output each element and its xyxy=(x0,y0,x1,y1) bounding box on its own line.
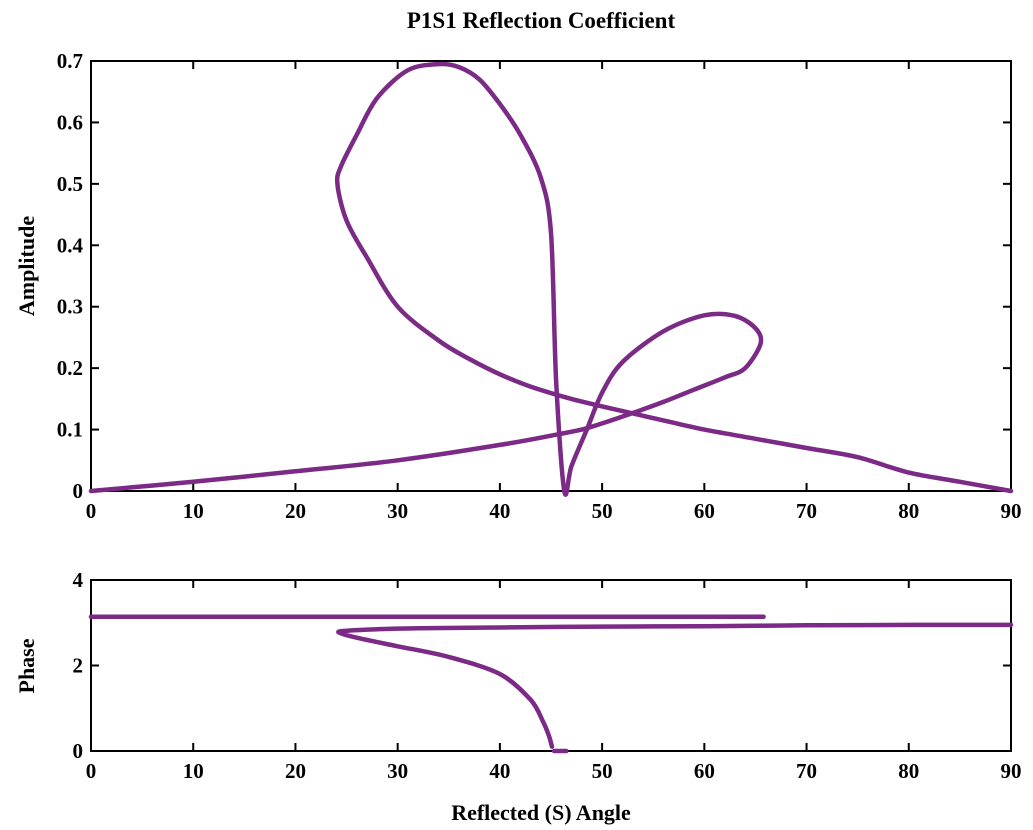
phase-ticks: 0 10 20 30 40 50 60 70 80 90 0 2 4 xyxy=(73,568,1022,783)
amplitude-ytick-label: 0.5 xyxy=(57,172,83,196)
amplitude-curves xyxy=(88,61,1014,497)
phase-curves xyxy=(88,614,1014,754)
amplitude-xtick-label: 10 xyxy=(183,499,204,523)
phase-plot-frame xyxy=(90,579,1012,752)
amplitude-xtick-label: 90 xyxy=(1001,499,1022,523)
amplitude-xtick-label: 30 xyxy=(387,499,408,523)
phase-ytick-label: 4 xyxy=(73,568,84,592)
amplitude-ytick-label: 0.6 xyxy=(57,110,83,134)
phase-xtick-label: 30 xyxy=(387,759,408,783)
amplitude-xtick-label: 50 xyxy=(592,499,613,523)
amplitude-ytick-label: 0.7 xyxy=(57,49,83,73)
amplitude-ytick-label: 0.1 xyxy=(57,418,83,442)
phase-xtick-label: 70 xyxy=(796,759,817,783)
phase-xtick-label: 80 xyxy=(898,759,919,783)
amplitude-ticks: 0 10 20 30 40 50 60 70 80 90 0 0.1 0.2 0.3 0.4 0.5 0.6 0.… xyxy=(57,49,1022,523)
amplitude-ytick-label: 0.4 xyxy=(57,233,84,257)
amplitude-xtick-label: 60 xyxy=(694,499,715,523)
phase-xtick-label: 90 xyxy=(1001,759,1022,783)
phase-panel: 0 10 20 30 40 50 60 70 80 90 0 2 4 Phase Reflected (… xyxy=(14,568,1022,825)
phase-xtick-label: 10 xyxy=(183,759,204,783)
amplitude-plot-frame xyxy=(90,60,1012,492)
amplitude-ylabel: Amplitude xyxy=(14,216,39,316)
phase-xlabel: Reflected (S) Angle xyxy=(451,800,631,825)
phase-xtick-label: 20 xyxy=(285,759,306,783)
amplitude-ytick-label: 0 xyxy=(73,479,84,503)
amplitude-panel: 0 10 20 30 40 50 60 70 80 90 0 0.1 0.2 0.3 0.4 0.5 0.6 0.… xyxy=(14,49,1022,523)
phase-xtick-label: 50 xyxy=(592,759,613,783)
amplitude-xtick-label: 70 xyxy=(796,499,817,523)
phase-xtick-label: 40 xyxy=(489,759,510,783)
amplitude-xtick-label: 20 xyxy=(285,499,306,523)
phase-xtick-label: 60 xyxy=(694,759,715,783)
phase-ylabel: Phase xyxy=(14,638,39,693)
phase-ytick-label: 2 xyxy=(73,654,84,678)
amplitude-ytick-label: 0.3 xyxy=(57,295,83,319)
amplitude-xtick-label: 80 xyxy=(898,499,919,523)
phase-series-line-1 xyxy=(336,622,1014,749)
phase-ytick-label: 0 xyxy=(73,739,84,763)
phase-xtick-label: 0 xyxy=(86,759,97,783)
amplitude-xtick-label: 0 xyxy=(86,499,97,523)
amplitude-series-line-0 xyxy=(88,61,1014,497)
amplitude-xtick-label: 40 xyxy=(489,499,510,523)
chart-title: P1S1 Reflection Coefficient xyxy=(407,8,676,33)
amplitude-ytick-label: 0.2 xyxy=(57,356,83,380)
